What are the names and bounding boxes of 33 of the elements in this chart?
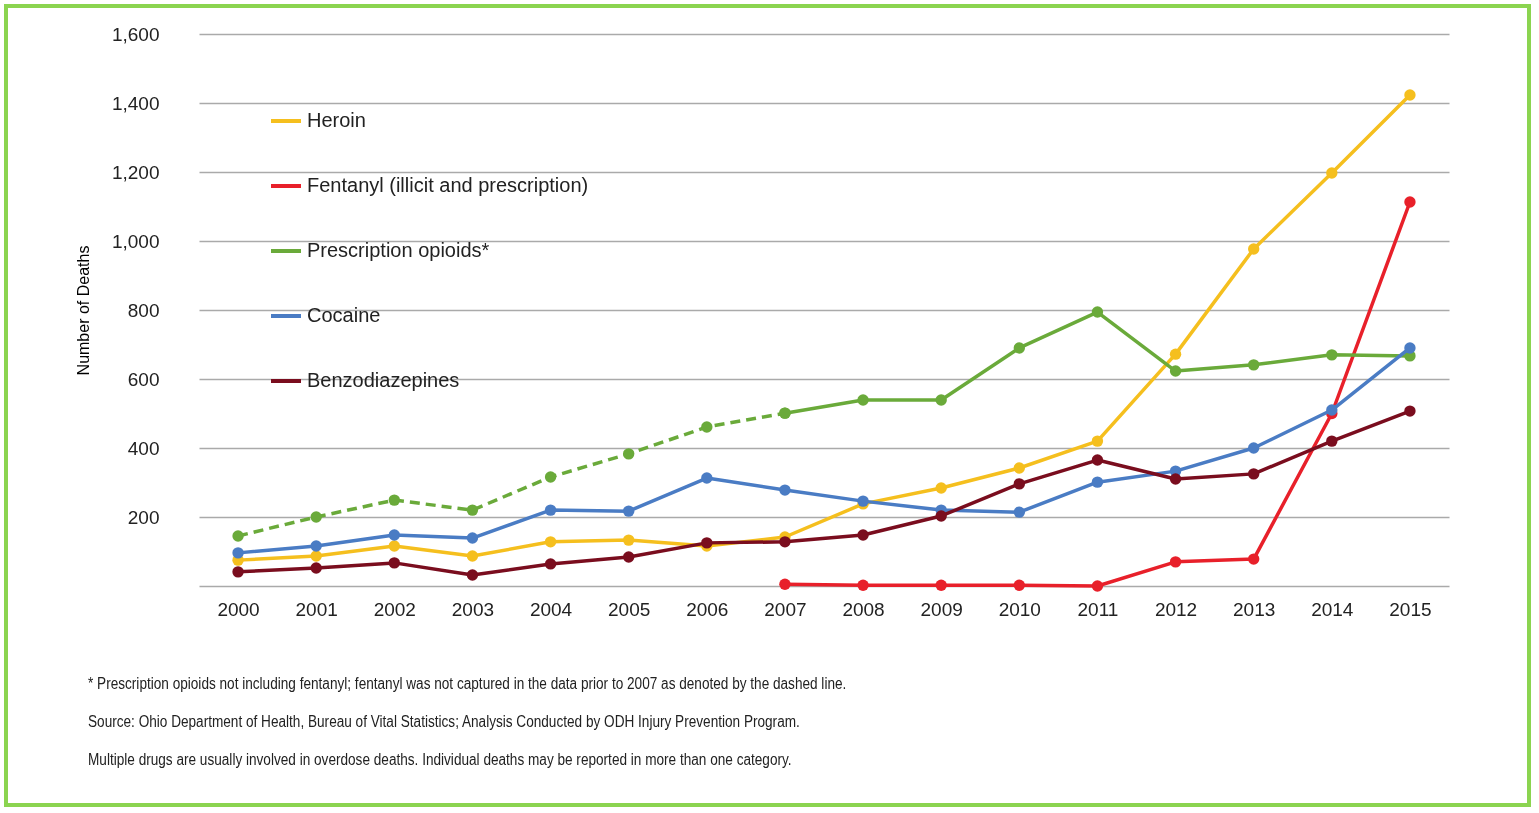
x-tick-label: 2012 (1154, 598, 1198, 620)
legend-label: Cocaine (307, 304, 381, 326)
x-tick-label: 2001 (295, 598, 338, 620)
source-note: Source: Ohio Department of Health, Bureau of Vital Statistics; Analysis Conducted by ODH Injury Prevention Program. (88, 713, 801, 731)
x-tick-label: 2014 (1311, 598, 1354, 620)
y-tick-label: 1,400 (111, 92, 160, 114)
y-tick-label: 1,200 (111, 161, 160, 183)
text: Multiple drugs are usually involved in overdose deaths. Individual deaths may be reported in more than one category. (88, 751, 793, 769)
y-tick-label: 400 (127, 437, 160, 459)
y-axis-title: Number of Deaths (74, 245, 92, 376)
y-tick-label: 1,000 (111, 230, 160, 252)
x-tick-label: 2013 (1233, 598, 1276, 620)
x-tick-label: 2004 (529, 598, 573, 620)
y-tick-label: 1,600 (111, 23, 160, 45)
x-tick-label: 2008 (842, 598, 885, 620)
y-tick-label: 200 (127, 506, 160, 528)
y-tick-label: 800 (127, 299, 160, 321)
x-tick-label: 2010 (998, 598, 1041, 620)
legend-label: Heroin (307, 109, 366, 131)
x-tick-label: 2005 (608, 598, 651, 620)
x-tick-label: 2000 (217, 598, 260, 620)
x-tick-label: 2002 (373, 598, 416, 620)
legend-label: Fentanyl (illicit and prescription) (307, 174, 589, 196)
x-tick-label: 2009 (920, 598, 963, 620)
x-tick-label: 2003 (451, 598, 495, 620)
legend-label: Benzodiazepines (307, 369, 460, 391)
y-tick-label: 600 (127, 368, 160, 390)
x-tick-label: 2015 (1389, 598, 1432, 620)
text: * Prescription opioids not including fentanyl; fentanyl was not captured in the data prior to 2007 as denoted by the dashed line. (88, 675, 847, 693)
x-tick-label: 2011 (1077, 598, 1119, 620)
x-tick-label: 2007 (764, 598, 807, 620)
legend-label: Prescription opioids* (307, 239, 490, 261)
x-tick-label: 2006 (686, 598, 729, 620)
